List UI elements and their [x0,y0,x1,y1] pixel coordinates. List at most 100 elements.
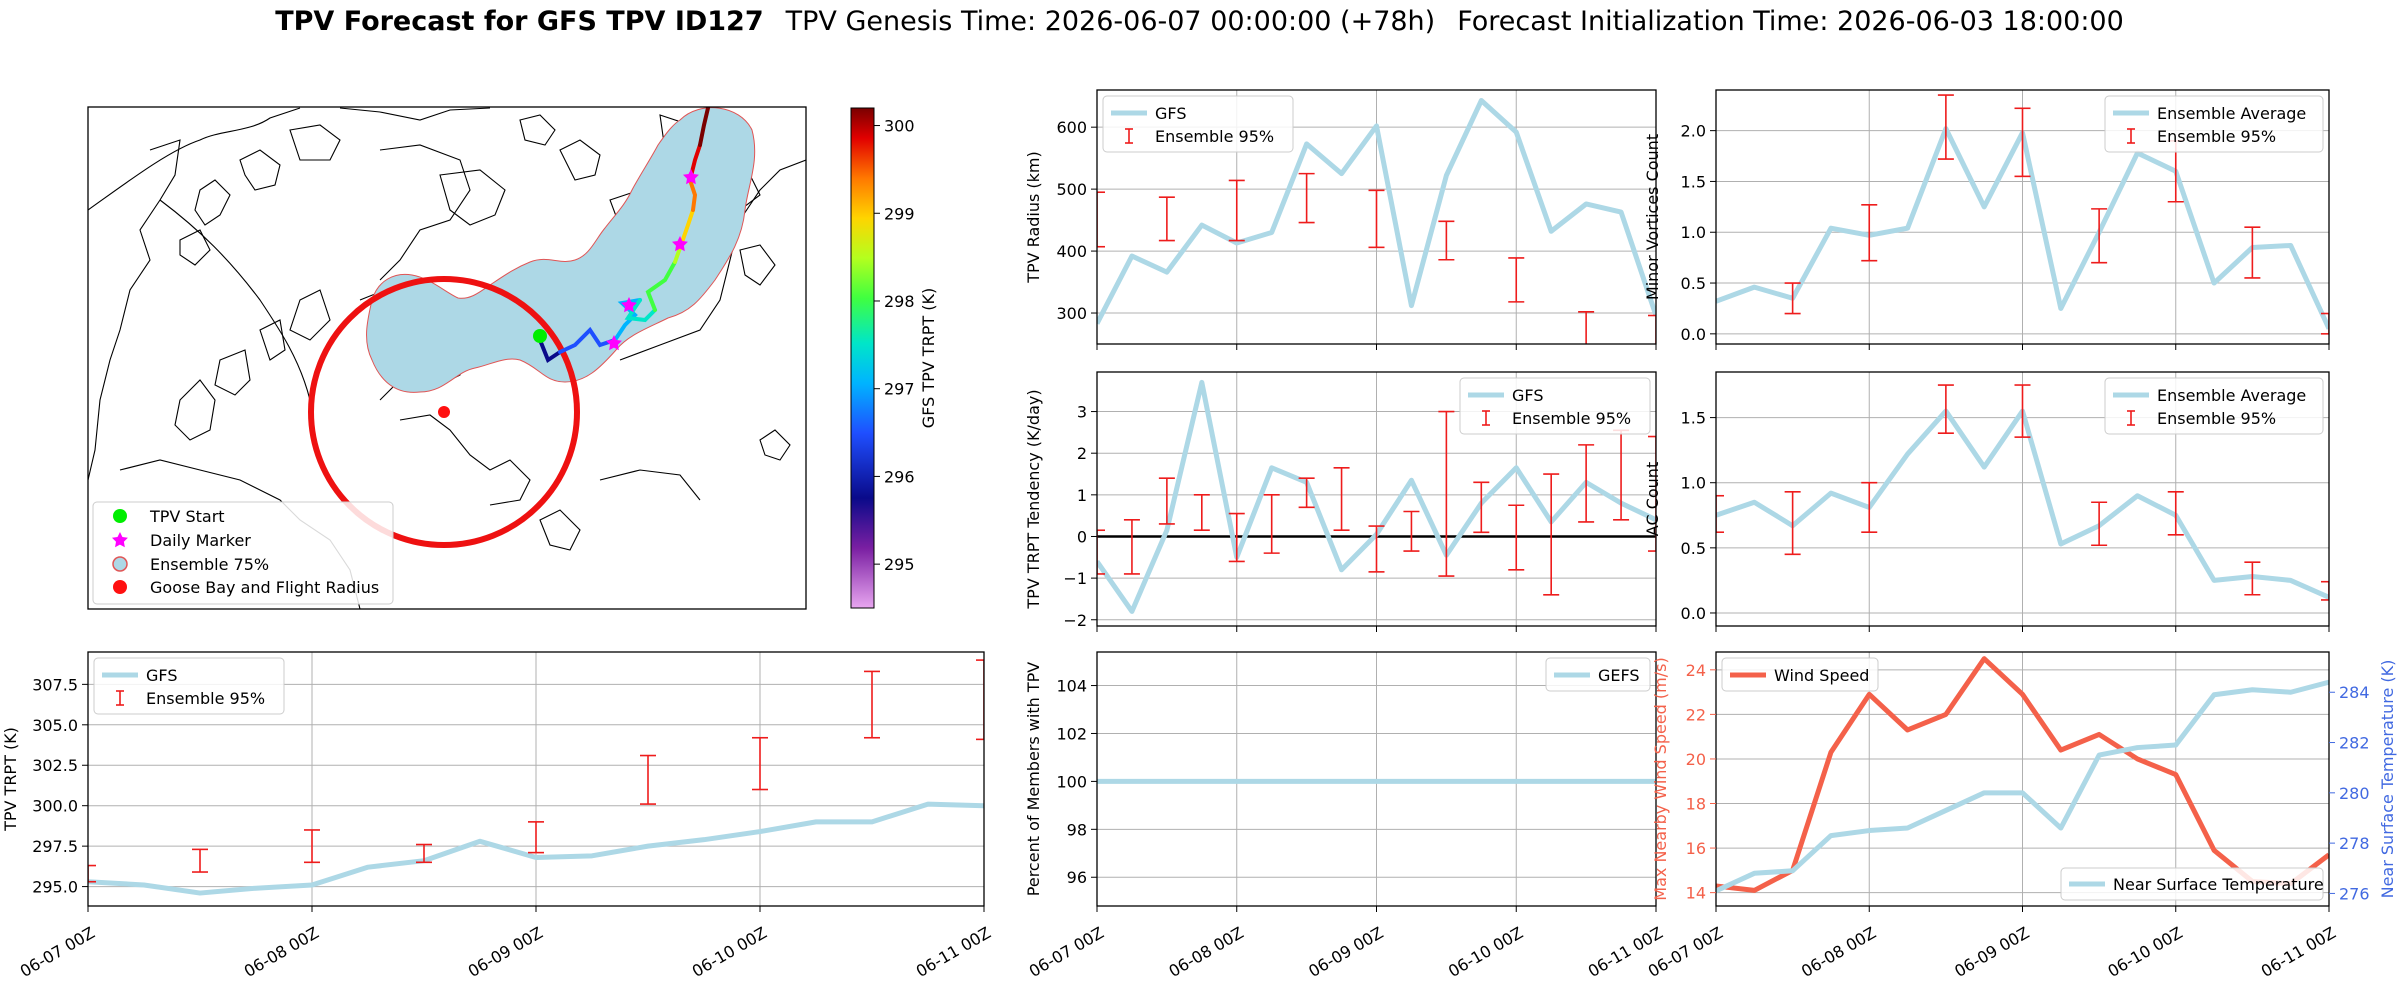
x-tick-label: 06-10 00Z [1445,923,1526,981]
legend-daily-star [111,532,128,548]
error-bar [192,848,208,873]
error-bar [1648,435,1656,552]
x-tick-label: 06-09 00Z [465,923,546,981]
chart-trpt-tendency: −2 −1 0 1 2 3 TPV TRPT Tendency (K/day) GFS Ense… [1024,371,1657,632]
error-bar [1403,510,1420,552]
error-bar [1158,196,1175,242]
daily-markers [606,169,699,351]
error-bar [1228,512,1245,563]
error-bar [1438,410,1455,577]
y-right-tick-label: 276 [2339,884,2370,903]
y-axis-label: TPV TRPT (K) [1,727,20,832]
plot-area [88,659,984,896]
error-bar [1937,94,1954,160]
series-line [1716,679,2329,894]
colorbar-label: GFS TPV TRPT (K) [919,288,938,428]
legend-label: Ensemble 95% [146,689,265,708]
x-tick-label: 06-08 00Z [1798,923,1879,981]
error-bar [1784,282,1801,315]
legend-daily-marker: Daily Marker [150,531,251,550]
y-tick-label: 2.0 [1681,122,1706,141]
legend-label: Ensemble 95% [1155,127,1274,146]
error-bar [2167,491,2184,536]
colorbar-tick-label: 297 [884,380,915,399]
y-tick-label: 1.5 [1681,172,1706,191]
x-tick-label: 06-08 00Z [1165,923,1246,981]
error-bar [1861,204,1878,262]
legend-label: Ensemble 95% [2157,127,2276,146]
x-tick-label: 06-07 00Z [1026,923,1107,981]
legend-error-swatch [2127,128,2135,144]
chart-legend: GFS Ensemble 95% [93,657,285,715]
y-axis-label: Percent of Members with TPV [1024,662,1043,896]
error-bar [1784,491,1801,556]
series-line [1097,98,1656,325]
legend-box [1721,657,1879,692]
error-bar [1228,179,1245,242]
y-tick-label: 400 [1056,242,1087,261]
error-bar [1097,191,1105,248]
error-bar [1578,444,1595,523]
y-tick-label: 24 [1686,661,1706,680]
goose-bay-flight-radius [308,276,580,548]
error-bar [2321,580,2329,601]
x-tick-label: 06-10 00Z [2104,923,2185,981]
error-bar [752,736,768,791]
error-bar [2244,561,2261,596]
error-bar [1578,310,1595,344]
error-bar [1543,473,1560,596]
plot-area [1716,384,2329,601]
y-tick-label: 300.0 [32,797,78,816]
colorbar-gradient [850,107,875,609]
error-bar [1123,519,1140,575]
y-tick-label: 302.5 [32,756,78,775]
legend-label: GFS [146,666,177,685]
y-tick-label: 0.5 [1681,274,1706,293]
legend-box [1545,657,1651,692]
chart-legend: Wind Speed [1721,657,1879,692]
error-bar [1438,220,1455,261]
error-bar [304,829,320,864]
error-bar [1298,477,1315,509]
error-bar [1193,494,1210,532]
chart-legend: Ensemble Average Ensemble 95% [2104,95,2324,153]
legend-box [1102,95,1294,153]
y-tick-label: 1.0 [1681,474,1706,493]
error-bar [1473,481,1490,534]
y-tick-label: 0 [1077,527,1087,546]
title-genesis-time: TPV Genesis Time: 2026-06-07 00:00:00 (+… [785,6,1436,37]
legend-label: Ensemble Average [2157,386,2306,405]
colorbar-ticks: 300 299 298 297 296 295 [874,117,915,574]
y-axis-label: Minor Vortices Count [1643,134,1662,300]
legend-error-swatch [116,690,124,706]
x-tick-label: 06-09 00Z [1305,923,1386,981]
error-bar [1648,314,1656,344]
error-bar [2244,226,2261,279]
error-bar [1263,494,1280,554]
map-legend: TPV Start Daily Marker Ensemble 75% Goos… [92,501,394,605]
error-bar [2014,107,2031,178]
y-right-tick-label: 280 [2339,784,2370,803]
legend-start-marker [113,509,127,523]
error-bar [640,754,656,805]
chart-legend: GEFS [1545,657,1651,692]
y-tick-label: 96 [1067,868,1087,887]
legend-ensemble-patch [112,556,128,572]
plot-area [1716,656,2329,894]
y-tick-label: 104 [1056,677,1087,696]
x-tick-label: 06-08 00Z [241,923,322,981]
y-tick-label: −1 [1063,569,1087,588]
legend-label: Ensemble 95% [1512,409,1631,428]
y-tick-label: 307.5 [32,675,78,694]
error-bar [2091,501,2108,547]
y-tick-label: 2 [1077,444,1087,463]
error-bar [1368,525,1385,573]
error-bar [1716,494,1724,534]
chart-wind-temperature: 14 16 18 20 22 24 Max Nearby Wind Speed (m/s) 2… [1645,651,2397,981]
error-bar [1861,481,1878,534]
legend-label: GEFS [1598,666,1640,685]
y-tick-label: 300 [1056,304,1087,323]
legend-label: Ensemble 95% [2157,409,2276,428]
y-tick-label: 0.0 [1681,604,1706,623]
legend-error-swatch [1482,410,1490,426]
